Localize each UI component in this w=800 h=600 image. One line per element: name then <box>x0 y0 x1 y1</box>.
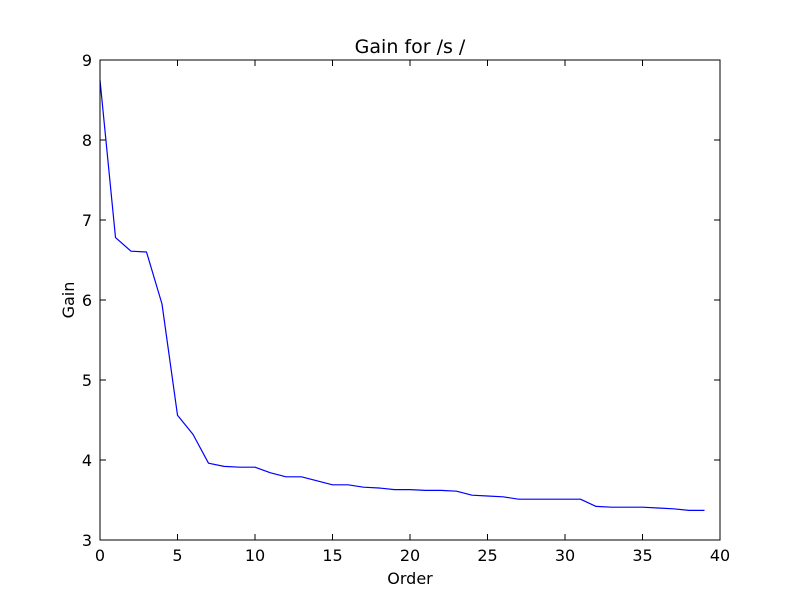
x-tick-label: 5 <box>172 546 182 565</box>
x-tick-label: 30 <box>555 546 575 565</box>
y-tick-label: 8 <box>82 131 92 150</box>
y-tick-label: 3 <box>82 531 92 550</box>
y-tick-label: 7 <box>82 211 92 230</box>
x-tick-label: 10 <box>245 546 265 565</box>
y-tick-label: 9 <box>82 51 92 70</box>
series-line <box>99 79 705 511</box>
plot-frame <box>99 59 721 541</box>
chart-title: Gain for /s / <box>355 36 466 58</box>
y-tick-label: 4 <box>82 451 92 470</box>
x-tick-label: 15 <box>322 546 342 565</box>
tick-labels-layer: 0 5 10 15 20 25 30 35 40 3 4 5 6 7 8 9 <box>82 51 730 565</box>
x-axis-label: Order <box>387 569 433 588</box>
x-tick-label: 25 <box>477 546 497 565</box>
y-tick-label: 6 <box>82 291 92 310</box>
x-tick-label: 20 <box>400 546 420 565</box>
series-layer <box>99 79 705 511</box>
y-axis-label: Gain <box>59 282 78 319</box>
x-tick-label: 35 <box>632 546 652 565</box>
x-tick-label: 40 <box>710 546 730 565</box>
x-tick-label: 0 <box>95 546 105 565</box>
plot-area <box>100 60 720 540</box>
y-tick-label: 5 <box>82 371 92 390</box>
